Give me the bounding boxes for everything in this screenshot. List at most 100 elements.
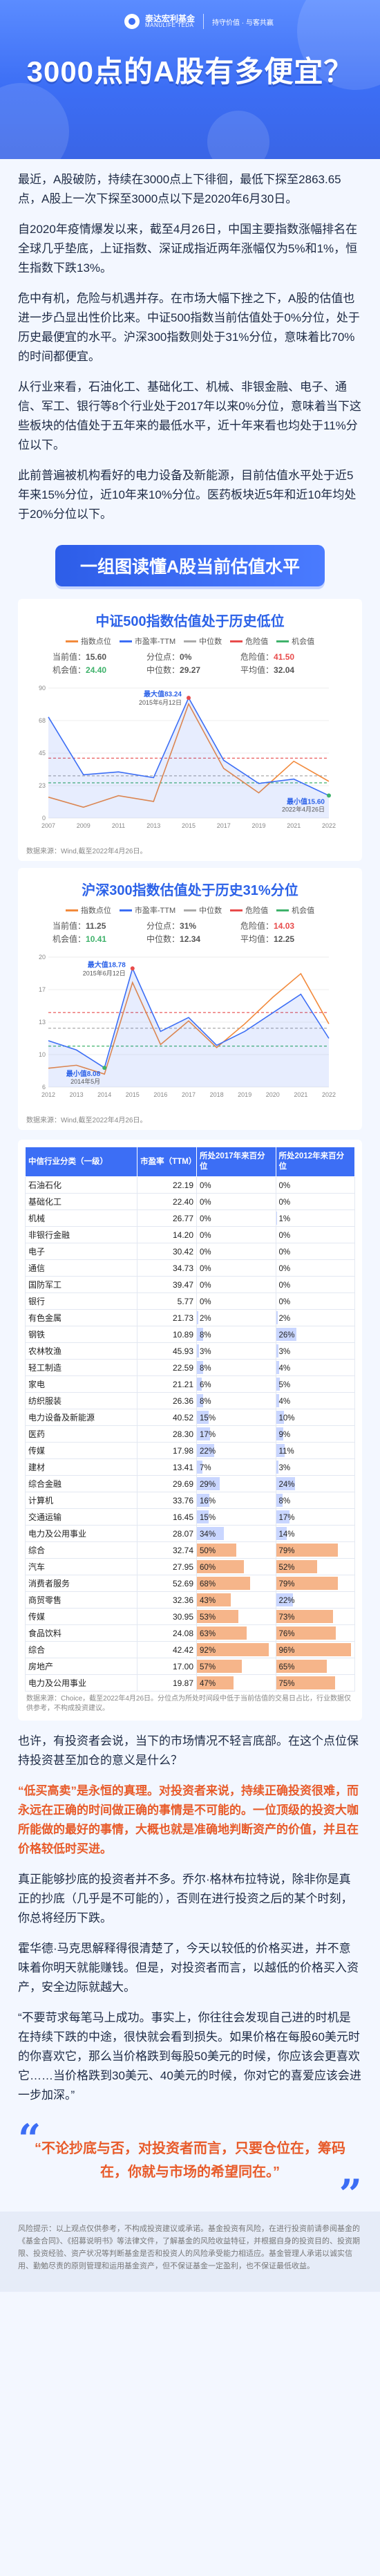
- industry-name: 食品饮料: [24, 1624, 138, 1642]
- percentile-since-2017: 92%: [196, 1641, 276, 1658]
- closing-quote: “ “不论抄底与否，对投资者而言，只要仓位在，筹码在，你就与市场的希望同在。” …: [18, 2119, 362, 2214]
- pe-ttm: 33.76: [137, 1492, 198, 1509]
- chart-legend: 指数点位 市盈率-TTM 中位数 危险值 机会值: [25, 636, 355, 647]
- percentile-bar: [276, 1660, 327, 1673]
- body-paragraph-3: 真正能够抄底的投资者并不多。乔尔·格林布拉特说，除非你是真正的抄底（几乎是不可能…: [18, 1873, 353, 1925]
- chart-card-csi500: 中证500指数估值处于历史低位 指数点位 市盈率-TTM 中位数 危险值 机会值…: [18, 599, 362, 861]
- percentile-bar: [197, 1494, 210, 1507]
- percentile-since-2012: 2%: [275, 1309, 355, 1326]
- percentile-value: 8%: [200, 1397, 211, 1406]
- percentile-bar: [276, 1328, 296, 1341]
- pe-ttm: 21.21: [137, 1375, 198, 1393]
- pe-ttm: 30.95: [137, 1608, 198, 1625]
- percentile-bar: [276, 1676, 335, 1689]
- percentile-value: 34%: [200, 1530, 216, 1539]
- table-row: 通信 34.73 0% 0%: [24, 1259, 355, 1277]
- percentile-since-2012: 76%: [275, 1624, 355, 1642]
- percentile-bar: [276, 1610, 334, 1623]
- brand-slogan: 持守价值 · 与客共赢: [212, 19, 274, 27]
- chart-stats: 当前值：15.60 分位点：0% 危险值：41.50 机会值：24.40 中位数…: [53, 651, 327, 676]
- chart-legend: 指数点位 市盈率-TTM 中位数 危险值 机会值: [25, 905, 355, 916]
- percentile-bar: [197, 1627, 247, 1640]
- percentile-bar: [197, 1593, 231, 1606]
- intro-paragraph-2: 自2020年疫情爆发以来，截至4月26日，中国主要指数涨幅排名在全球几乎垫底，上…: [18, 223, 358, 275]
- percentile-bar: [197, 1378, 202, 1391]
- industry-name: 商贸零售: [24, 1591, 138, 1609]
- percentile-value: 8%: [200, 1331, 211, 1340]
- pe-ttm: 13.41: [137, 1458, 198, 1476]
- table-row: 非银行金融 14.20 0% 0%: [24, 1226, 355, 1243]
- percentile-bar: [276, 1560, 317, 1573]
- percentile-value: 0%: [278, 1181, 291, 1190]
- industry-valuation-table: 中信行业分类（一级） 市盈率（TTM） 所处2017年来百分位 所处2012年来…: [24, 1147, 355, 1692]
- industry-name: 计算机: [24, 1492, 138, 1509]
- percentile-since-2012: 10%: [275, 1409, 355, 1426]
- percentile-since-2017: 0%: [196, 1259, 276, 1277]
- percentile-since-2017: 53%: [196, 1608, 276, 1625]
- table-row: 电力及公用事业 19.87 47% 75%: [24, 1674, 355, 1692]
- percentile-since-2017: 34%: [196, 1525, 276, 1542]
- stat-item: 机会值：10.41: [53, 934, 107, 944]
- x-tick-label: 2007: [41, 822, 55, 829]
- percentile-since-2017: 43%: [196, 1591, 276, 1609]
- percentile-value: 7%: [200, 1463, 211, 1472]
- percentile-since-2017: 17%: [196, 1425, 276, 1443]
- percentile-value: 3%: [200, 1347, 211, 1356]
- section-banner-title: 一组图读懂A股当前估值水平: [55, 545, 325, 586]
- table-row: 家电 21.21 6% 5%: [24, 1375, 355, 1393]
- percentile-since-2012: 0%: [275, 1226, 355, 1243]
- pe-ttm: 5.77: [137, 1292, 198, 1310]
- min-date: 2014年5月: [70, 1077, 100, 1085]
- percentile-bar: [197, 1510, 209, 1523]
- percentile-since-2017: 0%: [196, 1292, 276, 1310]
- table-source-note: 数据来源：Choice，截至2022年4月26日。分位点为所处时间段中低于当前估…: [26, 1695, 352, 1712]
- percentile-since-2017: 68%: [196, 1575, 276, 1592]
- percentile-value: 0%: [200, 1281, 211, 1290]
- percentile-value: 0%: [278, 1281, 291, 1290]
- percentile-bar: [197, 1544, 236, 1557]
- body-paragraph-4: 霍华德·马克思解释得很清楚了，今天以较低的价格买进，并不意味着你明天就能赚钱。但…: [18, 1942, 359, 1994]
- industry-name: 国防军工: [24, 1276, 138, 1293]
- percentile-since-2012: 0%: [275, 1243, 355, 1260]
- industry-name: 非银行金融: [24, 1226, 138, 1243]
- x-tick-label: 2011: [112, 822, 125, 829]
- body-paragraph-1: 也许，有投资者会说，当下的市场情况不轻言底部。在这个点位保持投资甚至加仓的意义是…: [18, 1734, 359, 1767]
- percentile-value: 8%: [200, 1364, 211, 1373]
- percentile-since-2012: 79%: [275, 1575, 355, 1592]
- percentile-bar: [197, 1461, 202, 1474]
- percentile-value: 6%: [200, 1380, 211, 1389]
- percentile-bar: [197, 1361, 204, 1374]
- percentile-bar: [276, 1361, 280, 1374]
- industry-name: 有色金属: [24, 1309, 138, 1326]
- percentile-since-2017: 6%: [196, 1375, 276, 1393]
- percentile-bar: [197, 1328, 204, 1341]
- x-tick-label: 2016: [153, 1091, 167, 1098]
- stat-item: 平均值：32.04: [240, 665, 295, 675]
- percentile-value: 47%: [200, 1679, 216, 1688]
- percentile-value: 50%: [200, 1546, 216, 1555]
- max-date: 2015年6月12日: [83, 969, 126, 976]
- legend-item: 危险值: [230, 905, 268, 916]
- industry-name: 电力及公用事业: [24, 1674, 138, 1692]
- percentile-bar: [276, 1461, 278, 1474]
- percentile-since-2017: 22%: [196, 1442, 276, 1459]
- pe-ttm: 52.69: [137, 1575, 198, 1592]
- percentile-bar: [197, 1411, 209, 1424]
- table-row: 商贸零售 32.36 43% 22%: [24, 1591, 355, 1609]
- percentile-since-2017: 0%: [196, 1276, 276, 1293]
- chart-card-csi300: 沪深300指数估值处于历史31%分位 指数点位 市盈率-TTM 中位数 危险值 …: [18, 868, 362, 1130]
- legend-item: 机会值: [276, 636, 314, 647]
- percentile-value: 0%: [200, 1264, 211, 1273]
- percentile-value: 11%: [278, 1447, 294, 1456]
- y-tick-label: 0: [42, 815, 46, 822]
- percentile-since-2012: 0%: [275, 1259, 355, 1277]
- percentile-value: 5%: [278, 1380, 291, 1389]
- percentile-bar: [276, 1344, 278, 1358]
- stat-item: 中位数：29.27: [146, 665, 201, 675]
- pe-ttm: 28.07: [137, 1525, 198, 1542]
- percentile-bar: [276, 1577, 339, 1590]
- percentile-value: 29%: [200, 1480, 216, 1489]
- table-row: 电子 30.42 0% 0%: [24, 1243, 355, 1260]
- percentile-since-2017: 15%: [196, 1409, 276, 1426]
- chart-csi300: 6 10 13 17 20 2012 2013 2014 2015 2016 2017 2018 201…: [39, 954, 336, 1098]
